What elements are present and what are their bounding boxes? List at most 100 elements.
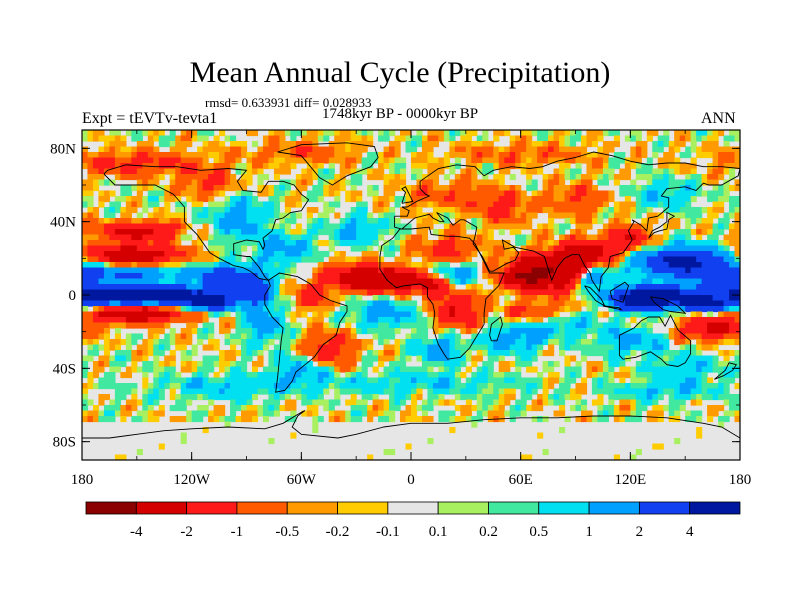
field-cell bbox=[367, 410, 379, 417]
field-cell bbox=[334, 311, 346, 318]
field-cell bbox=[454, 366, 461, 373]
field-cell bbox=[312, 163, 319, 170]
field-cell bbox=[394, 399, 401, 406]
field-cell bbox=[405, 405, 412, 412]
field-cell bbox=[729, 289, 740, 296]
field-cell bbox=[367, 135, 374, 142]
field-cell bbox=[591, 388, 615, 395]
field-cell bbox=[613, 135, 620, 142]
field-cell bbox=[663, 234, 670, 241]
field-cell bbox=[421, 361, 445, 368]
field-cell bbox=[548, 333, 555, 340]
field-cell bbox=[328, 256, 346, 263]
field-cell bbox=[114, 135, 121, 142]
field-cell bbox=[416, 223, 434, 230]
field-cell bbox=[608, 196, 615, 203]
field-cell bbox=[575, 229, 582, 236]
field-cell bbox=[273, 355, 291, 362]
field-cell bbox=[98, 361, 105, 368]
field-cell bbox=[548, 344, 555, 351]
field-cell bbox=[219, 141, 226, 148]
field-cell bbox=[169, 416, 187, 423]
field-cell bbox=[82, 163, 89, 170]
field-cell bbox=[268, 438, 275, 445]
field-cell bbox=[169, 218, 182, 225]
colorbar-box bbox=[186, 501, 238, 515]
field-cell bbox=[219, 262, 231, 269]
field-cell bbox=[707, 196, 719, 203]
field-cell bbox=[553, 295, 560, 302]
field-cell bbox=[613, 372, 631, 379]
field-cell bbox=[120, 212, 132, 219]
field-cell bbox=[427, 350, 450, 357]
field-cell bbox=[246, 339, 264, 346]
field-cell bbox=[197, 372, 204, 379]
field-cell bbox=[597, 289, 615, 296]
field-cell bbox=[580, 141, 588, 148]
field-cell bbox=[361, 328, 368, 335]
field-cell bbox=[487, 251, 494, 258]
field-cell bbox=[164, 383, 171, 390]
field-cell bbox=[460, 278, 467, 285]
field-cell bbox=[630, 245, 637, 252]
field-cell bbox=[734, 383, 740, 390]
field-cell bbox=[246, 256, 253, 263]
field-cell bbox=[729, 328, 740, 335]
field-cell bbox=[635, 372, 653, 379]
field-cell bbox=[575, 179, 582, 186]
field-cell bbox=[142, 416, 149, 423]
field-cell bbox=[241, 333, 248, 340]
colorbar-tick-label: 0.5 bbox=[529, 524, 548, 540]
field-cell bbox=[180, 152, 209, 159]
field-cell bbox=[542, 190, 555, 197]
field-cell bbox=[591, 383, 599, 390]
field-cell bbox=[383, 350, 396, 357]
field-cell bbox=[328, 141, 346, 148]
field-cell bbox=[279, 179, 291, 186]
field-cell bbox=[356, 234, 379, 241]
field-cell bbox=[531, 355, 538, 362]
field-cell bbox=[707, 179, 719, 186]
field-cell bbox=[339, 130, 352, 137]
field-cell bbox=[641, 240, 648, 247]
field-cell bbox=[328, 163, 335, 170]
field-cell bbox=[383, 267, 396, 274]
field-cell bbox=[246, 152, 253, 159]
field-cell bbox=[597, 262, 604, 269]
field-cell bbox=[646, 196, 659, 203]
field-cell bbox=[559, 306, 566, 313]
field-cell bbox=[476, 383, 489, 390]
field-cell bbox=[120, 339, 127, 346]
field-cell bbox=[526, 141, 533, 148]
field-cell bbox=[635, 251, 659, 258]
field-cell bbox=[98, 399, 105, 406]
field-cell bbox=[696, 223, 714, 230]
field-cell bbox=[520, 394, 533, 401]
field-cell bbox=[350, 135, 363, 142]
field-cell bbox=[548, 372, 560, 379]
field-cell bbox=[301, 339, 330, 346]
field-cell bbox=[87, 251, 105, 258]
field-cell bbox=[685, 416, 697, 423]
field-cell bbox=[696, 339, 703, 346]
field-cell bbox=[411, 394, 418, 401]
field-cell bbox=[186, 361, 193, 368]
field-cell bbox=[394, 152, 401, 159]
field-cell bbox=[526, 207, 544, 214]
field-cell bbox=[635, 245, 642, 252]
field-cell bbox=[224, 295, 270, 302]
field-cell bbox=[630, 289, 681, 296]
field-cell bbox=[372, 333, 379, 340]
field-cell bbox=[262, 251, 275, 258]
field-cell bbox=[109, 256, 154, 263]
field-cell bbox=[279, 262, 291, 269]
field-cell bbox=[125, 366, 132, 373]
field-cell bbox=[361, 372, 368, 379]
field-cell bbox=[356, 350, 363, 357]
field-cell bbox=[279, 317, 286, 324]
field-cell bbox=[619, 251, 626, 258]
field-cell bbox=[383, 289, 396, 296]
field-cell bbox=[317, 377, 324, 384]
field-cell bbox=[125, 405, 132, 412]
field-cell bbox=[82, 416, 89, 423]
